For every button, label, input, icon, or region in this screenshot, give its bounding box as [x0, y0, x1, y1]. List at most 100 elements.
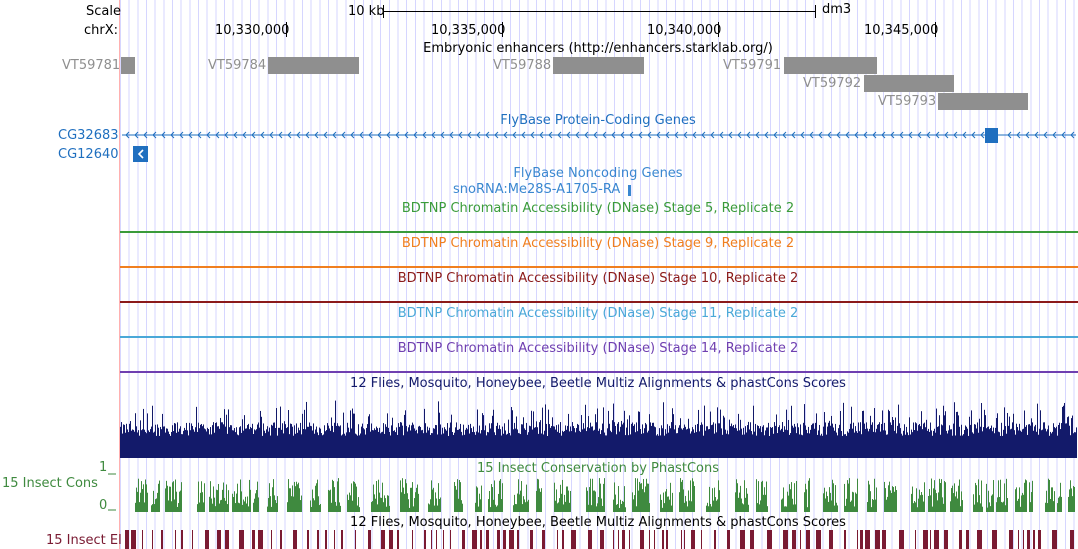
phastcons-bar [873, 499, 874, 512]
multiz-bar [718, 423, 719, 458]
multiz-bar [408, 427, 409, 458]
multiz-bar [1049, 435, 1050, 458]
phastcons-bar [386, 506, 387, 512]
phastcons-bar [383, 502, 384, 512]
phastcons-bar [713, 500, 714, 512]
multiz-bar [1019, 423, 1020, 458]
multiz-bar [861, 434, 862, 458]
multiz-bar [143, 408, 144, 458]
multiz-bar [350, 410, 351, 458]
enhancer-feature[interactable] [938, 93, 1028, 110]
multiz-bar [603, 407, 604, 458]
multiz-bar [669, 425, 670, 458]
multiz-bar [573, 426, 574, 458]
enhancer-label[interactable]: VT59793 [878, 94, 937, 109]
enhancer-feature[interactable] [784, 57, 877, 74]
enhancer-feature[interactable] [121, 57, 135, 74]
enhancer-label[interactable]: VT59788 [493, 58, 552, 73]
insect-el-side-label[interactable]: 15 Insect El [46, 533, 122, 548]
phastcons-bar [218, 483, 219, 512]
multiz-bar [424, 408, 425, 458]
enhancer-feature[interactable] [553, 57, 644, 74]
multiz-bar [174, 423, 175, 458]
gene-label-cg32683[interactable]: CG32683 [58, 128, 119, 143]
multiz-bar [816, 413, 817, 458]
multiz-bar [783, 431, 784, 458]
multiz-bar [1035, 424, 1036, 458]
enhancer-feature[interactable] [268, 57, 359, 74]
strand-chevron [197, 131, 202, 139]
multiz-bar [574, 428, 575, 458]
multiz-bar [890, 422, 891, 458]
gene-label-cg12640[interactable]: CG12640 [58, 147, 119, 162]
multiz-bar [892, 417, 893, 458]
multiz-bar [704, 405, 705, 458]
phastcons-bar [848, 483, 849, 512]
phastcons-bar [876, 487, 877, 512]
position-tick [935, 22, 936, 37]
gene-cg32683-exon [985, 128, 998, 143]
phastcons-bar [689, 500, 690, 512]
phastcons-bar [157, 492, 158, 512]
multiz-bar [726, 433, 727, 458]
phastcons-bar [237, 483, 238, 512]
phastcons-bar [528, 499, 529, 512]
multiz-bar [914, 430, 915, 458]
multiz-bar [496, 425, 497, 458]
multiz-bar [651, 425, 652, 458]
multiz-bar [226, 414, 227, 458]
snorna-label[interactable]: snoRNA:Me28S-A1705-RA [453, 182, 621, 197]
multiz-bar [968, 435, 969, 458]
multiz-bar [887, 434, 888, 458]
phastcons-bar [952, 485, 953, 512]
phastcons-bar [168, 500, 169, 512]
phastcons-bar [639, 481, 640, 512]
multiz-bar [708, 429, 709, 458]
multiz-bar [213, 422, 214, 458]
multiz-bar [919, 424, 920, 458]
multiz-bar [235, 432, 236, 458]
enhancer-label[interactable]: VT59784 [208, 58, 267, 73]
insect-cons-side-label[interactable]: 15 Insect Cons [2, 476, 98, 491]
strand-chevron [314, 131, 319, 139]
phastcons-bar [556, 489, 557, 512]
multiz-bar [1042, 429, 1043, 458]
multiz-bar [243, 430, 244, 458]
conserved-element [857, 530, 858, 549]
multiz-bar [328, 425, 329, 458]
phastcons-bar [1021, 495, 1022, 512]
multiz-bar [830, 425, 831, 458]
multiz-bar [301, 434, 302, 458]
phastcons-bar [647, 483, 648, 512]
multiz-bar [843, 402, 844, 458]
multiz-bar [628, 435, 629, 458]
multiz-bar [458, 429, 459, 458]
multiz-bar [472, 431, 473, 458]
phastcons-bar [796, 480, 797, 512]
enhancer-label[interactable]: VT59792 [803, 76, 862, 91]
phastcons-bar [614, 482, 615, 512]
strand-chevron [494, 131, 499, 139]
multiz-bar [434, 428, 435, 458]
multiz-bar [740, 419, 741, 458]
phastcons-bar [687, 506, 688, 512]
phastcons-bar [1070, 480, 1071, 512]
multiz-bar [784, 426, 785, 458]
phastcons-bar [328, 489, 329, 512]
multiz-bar [326, 430, 327, 458]
multiz-bar [666, 433, 667, 458]
enhancer-label[interactable]: VT59791 [723, 58, 782, 73]
multiz-bar [308, 426, 309, 458]
multiz-bar [527, 434, 528, 458]
multiz-bar [665, 429, 666, 458]
multiz-bar [606, 435, 607, 458]
enhancer-feature[interactable] [864, 75, 954, 92]
phastcons-wiggle [135, 478, 1075, 512]
phastcons-bar [477, 487, 478, 512]
multiz-bar [242, 419, 243, 458]
enhancer-label[interactable]: VT59781 [62, 58, 121, 73]
multiz-bar [985, 415, 986, 458]
multiz-bar [918, 425, 919, 458]
phastcons-bar [136, 487, 137, 512]
